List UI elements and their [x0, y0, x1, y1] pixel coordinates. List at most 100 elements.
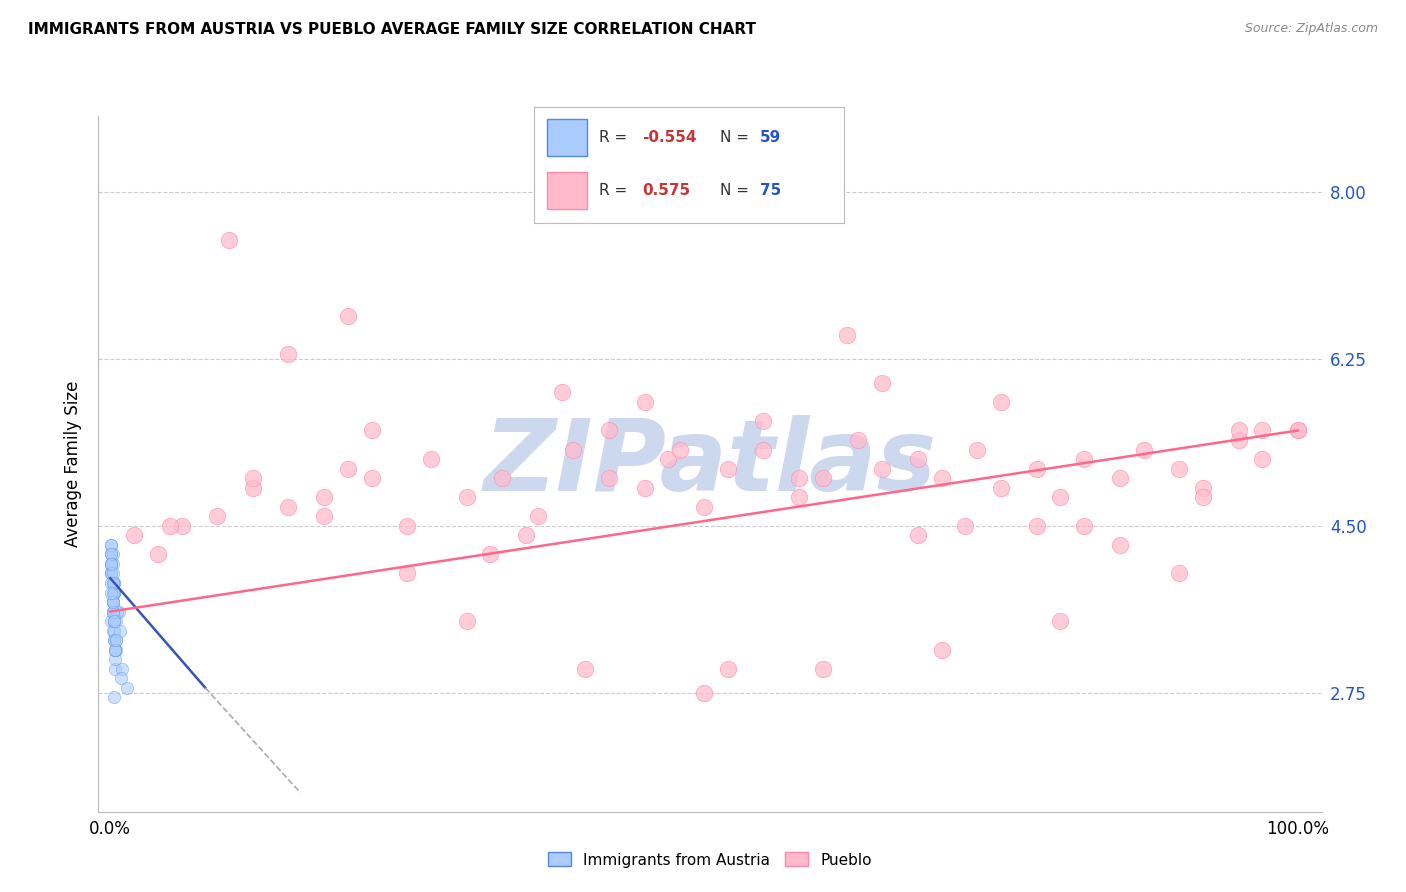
Point	[103, 576, 125, 591]
Point	[787, 490, 810, 504]
Text: Source: ZipAtlas.com: Source: ZipAtlas.com	[1244, 22, 1378, 36]
Point	[574, 662, 596, 676]
Point	[242, 481, 264, 495]
Point	[693, 500, 716, 514]
Point	[104, 652, 127, 666]
Point	[1049, 614, 1071, 628]
Point	[835, 328, 858, 343]
Point	[103, 614, 125, 628]
Point	[108, 624, 131, 638]
Point	[870, 376, 893, 390]
Point	[103, 614, 125, 628]
Point	[101, 595, 124, 609]
Text: N =: N =	[720, 183, 754, 198]
Point	[669, 442, 692, 457]
Point	[1227, 424, 1250, 438]
Point	[1286, 424, 1309, 438]
Point	[104, 642, 127, 657]
Point	[336, 461, 359, 475]
Point	[277, 500, 299, 514]
Point	[1073, 452, 1095, 467]
Point	[955, 518, 977, 533]
Point	[100, 538, 122, 552]
Point	[103, 585, 125, 599]
Point	[752, 442, 775, 457]
Point	[717, 662, 740, 676]
Text: 75: 75	[761, 183, 782, 198]
Bar	[547, 119, 586, 156]
Point	[360, 424, 382, 438]
Point	[870, 461, 893, 475]
Point	[634, 395, 657, 409]
Point	[100, 576, 122, 591]
Point	[527, 509, 550, 524]
Point	[990, 481, 1012, 495]
Point	[396, 566, 419, 581]
Point	[103, 585, 125, 599]
Point	[479, 548, 502, 562]
Point	[598, 424, 620, 438]
Point	[1132, 442, 1154, 457]
Point	[717, 461, 740, 475]
Point	[101, 595, 124, 609]
Point	[218, 233, 240, 247]
Point	[104, 642, 127, 657]
Point	[1025, 518, 1047, 533]
Point	[103, 690, 125, 705]
Point	[312, 509, 335, 524]
Point	[105, 614, 128, 628]
Point	[693, 685, 716, 699]
Point	[1108, 538, 1130, 552]
Point	[170, 518, 193, 533]
Point	[101, 576, 124, 591]
Point	[811, 471, 834, 485]
Point	[101, 595, 124, 609]
Point	[105, 633, 128, 648]
Point	[100, 566, 122, 581]
Point	[966, 442, 988, 457]
Point	[146, 548, 169, 562]
Point	[1049, 490, 1071, 504]
Point	[101, 595, 124, 609]
Point	[456, 490, 478, 504]
Point	[101, 576, 124, 591]
Point	[100, 585, 122, 599]
Point	[101, 624, 124, 638]
Point	[360, 471, 382, 485]
Point	[907, 452, 929, 467]
Point	[205, 509, 228, 524]
Text: ZIPatlas: ZIPatlas	[484, 416, 936, 512]
Point	[107, 605, 129, 619]
Point	[491, 471, 513, 485]
Point	[1025, 461, 1047, 475]
Text: R =: R =	[599, 183, 637, 198]
Point	[242, 471, 264, 485]
Point	[598, 471, 620, 485]
Point	[562, 442, 585, 457]
Point	[100, 548, 122, 562]
Point	[1073, 518, 1095, 533]
Point	[104, 642, 127, 657]
Point	[101, 557, 124, 571]
Point	[1192, 490, 1215, 504]
Point	[103, 624, 125, 638]
Point	[103, 633, 125, 648]
Point	[101, 585, 124, 599]
Text: IMMIGRANTS FROM AUSTRIA VS PUEBLO AVERAGE FAMILY SIZE CORRELATION CHART: IMMIGRANTS FROM AUSTRIA VS PUEBLO AVERAG…	[28, 22, 756, 37]
Point	[1251, 452, 1274, 467]
Bar	[547, 172, 586, 209]
Point	[420, 452, 443, 467]
Point	[990, 395, 1012, 409]
Point	[103, 576, 125, 591]
Point	[100, 548, 122, 562]
Point	[101, 605, 124, 619]
Point	[1251, 424, 1274, 438]
Point	[107, 605, 129, 619]
Legend: Immigrants from Austria, Pueblo: Immigrants from Austria, Pueblo	[541, 847, 879, 873]
Point	[336, 309, 359, 323]
Point	[1168, 461, 1191, 475]
Point	[907, 528, 929, 542]
Point	[100, 557, 122, 571]
Point	[101, 566, 124, 581]
Point	[100, 566, 122, 581]
